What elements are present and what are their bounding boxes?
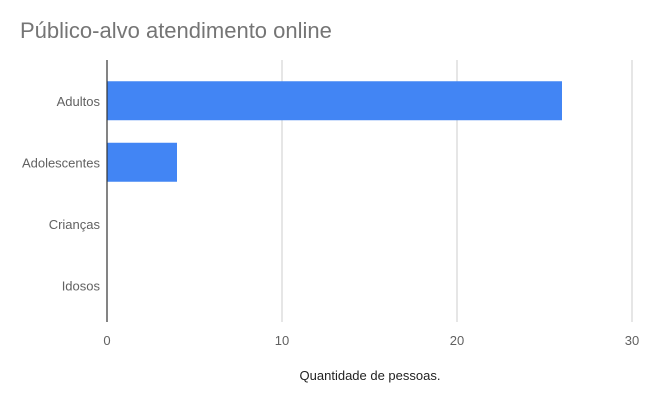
- chart-title: Público-alvo atendimento online: [20, 18, 332, 43]
- x-tick-label: 0: [103, 333, 110, 348]
- x-axis-title: Quantidade de pessoas.: [300, 368, 441, 383]
- y-category-label: Crianças: [49, 217, 101, 232]
- bars: [107, 81, 562, 182]
- labels: 0 10 20 30 Adultos Adolescentes Crianças Idosos: [22, 94, 639, 348]
- x-tick-label: 10: [275, 333, 289, 348]
- x-tick-label: 20: [450, 333, 464, 348]
- y-category-label: Adolescentes: [22, 155, 101, 170]
- y-category-label: Adultos: [57, 94, 101, 109]
- x-tick-label: 30: [625, 333, 639, 348]
- bar: [107, 81, 562, 121]
- y-category-label: Idosos: [62, 278, 101, 293]
- bar: [107, 142, 177, 182]
